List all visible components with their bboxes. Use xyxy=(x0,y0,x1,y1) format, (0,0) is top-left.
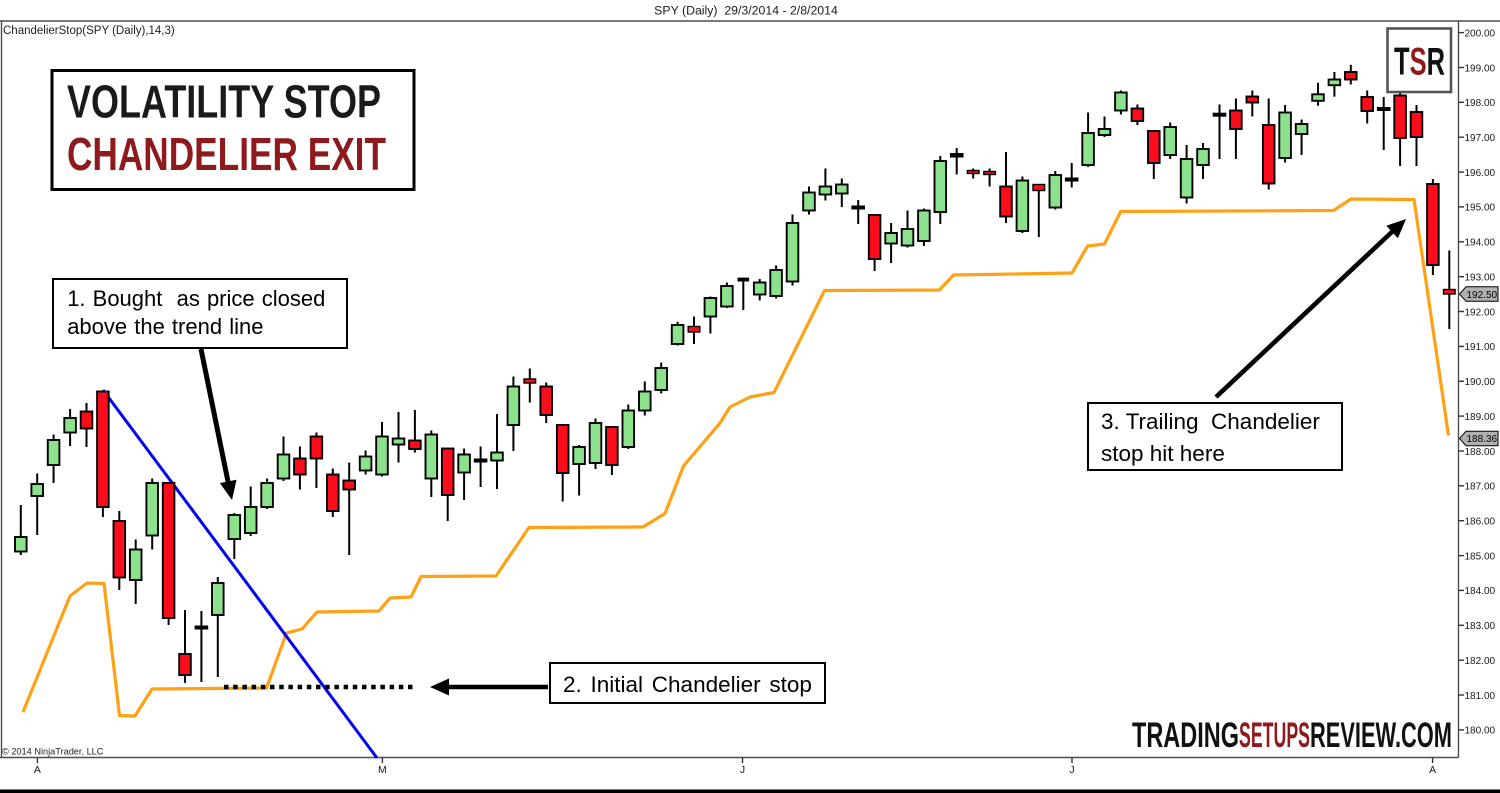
svg-text:J: J xyxy=(1069,764,1074,776)
svg-text:© 2014 NinjaTrader, LLC: © 2014 NinjaTrader, LLC xyxy=(2,747,104,757)
svg-text:J: J xyxy=(740,764,745,776)
svg-text:191.00: 191.00 xyxy=(1465,342,1496,353)
svg-text:196.00: 196.00 xyxy=(1465,168,1496,179)
svg-text:180.00: 180.00 xyxy=(1465,726,1496,737)
svg-text:TSR: TSR xyxy=(1394,41,1445,84)
svg-text:REVIEW.COM: REVIEW.COM xyxy=(1310,716,1452,755)
svg-text:197.00: 197.00 xyxy=(1465,133,1496,144)
svg-text:CHANDELIER EXIT: CHANDELIER EXIT xyxy=(67,128,386,180)
svg-text:SETUPS: SETUPS xyxy=(1239,716,1310,755)
svg-text:194.00: 194.00 xyxy=(1465,238,1496,249)
svg-text:193.00: 193.00 xyxy=(1465,273,1496,284)
svg-text:M: M xyxy=(378,764,387,776)
svg-text:A: A xyxy=(1429,764,1436,776)
svg-text:195.00: 195.00 xyxy=(1465,203,1496,214)
svg-text:A: A xyxy=(34,764,41,776)
svg-text:188.36: 188.36 xyxy=(1467,434,1498,445)
svg-text:198.00: 198.00 xyxy=(1465,98,1496,109)
svg-text:182.00: 182.00 xyxy=(1465,656,1496,667)
svg-text:SPY (Daily) 29/3/2014 - 2/8/2: SPY (Daily) 29/3/2014 - 2/8/2014 xyxy=(654,4,838,18)
svg-text:183.00: 183.00 xyxy=(1465,621,1496,632)
svg-text:VOLATILITY STOP: VOLATILITY STOP xyxy=(67,76,381,128)
svg-text:200.00: 200.00 xyxy=(1465,28,1496,39)
svg-text:184.00: 184.00 xyxy=(1465,586,1496,597)
svg-text:185.00: 185.00 xyxy=(1465,551,1496,562)
svg-text:TRADING: TRADING xyxy=(1132,716,1239,755)
svg-text:192.50: 192.50 xyxy=(1467,290,1498,301)
svg-text:199.00: 199.00 xyxy=(1465,63,1496,74)
svg-text:189.00: 189.00 xyxy=(1465,412,1496,423)
svg-text:190.00: 190.00 xyxy=(1465,377,1496,388)
svg-text:181.00: 181.00 xyxy=(1465,691,1496,702)
svg-text:186.00: 186.00 xyxy=(1465,517,1496,528)
svg-text:192.00: 192.00 xyxy=(1465,307,1496,318)
svg-text:ChandelierStop(SPY (Daily),14,: ChandelierStop(SPY (Daily),14,3) xyxy=(3,25,175,37)
svg-text:188.00: 188.00 xyxy=(1465,447,1496,458)
svg-text:187.00: 187.00 xyxy=(1465,482,1496,493)
